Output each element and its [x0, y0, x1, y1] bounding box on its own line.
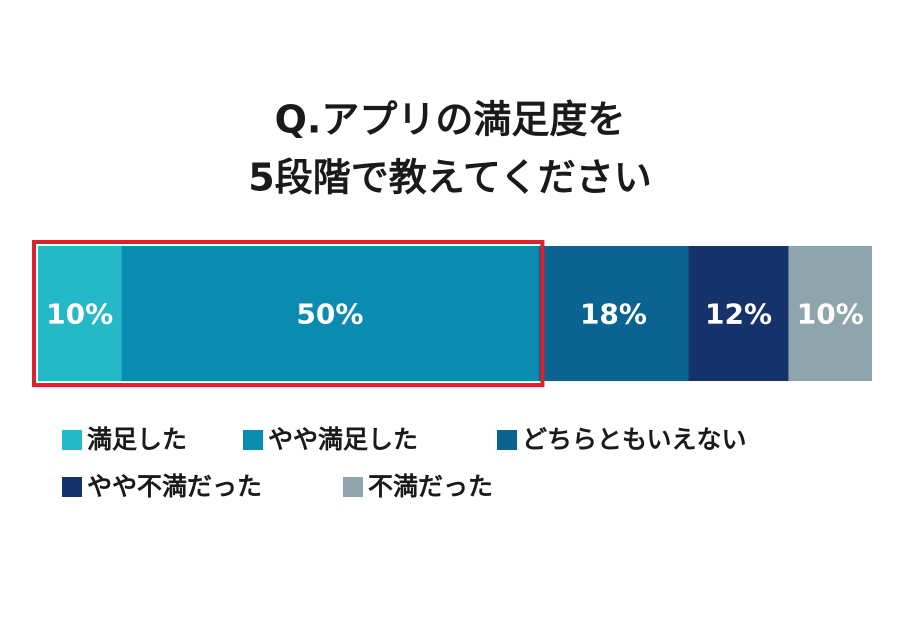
bar-segment	[788, 246, 872, 381]
chart-title: Q.アプリの満足度を	[275, 98, 626, 142]
chart-title: 5段階で教えてください	[248, 156, 651, 200]
value-label: 10%	[46, 298, 113, 331]
legend-swatch	[497, 430, 517, 450]
legend-swatch	[62, 430, 82, 450]
bar-segment	[121, 246, 539, 381]
highlight-frame	[32, 240, 545, 387]
legend-swatch	[62, 477, 82, 497]
value-label: 10%	[797, 298, 864, 331]
bar-segment	[688, 246, 789, 381]
value-label: 50%	[296, 298, 363, 331]
value-label: 12%	[705, 298, 772, 331]
legend-swatch	[343, 477, 363, 497]
bar-segment	[38, 246, 122, 381]
legend-label: やや満足した	[268, 425, 418, 454]
bar-segment	[538, 246, 689, 381]
legend-swatch	[243, 430, 263, 450]
legend-label: どちらともいえない	[522, 425, 747, 454]
legend-label: 不満だった	[368, 472, 493, 501]
value-label: 18%	[580, 298, 647, 331]
legend-label: やや不満だった	[87, 472, 262, 501]
legend-label: 満足した	[87, 425, 187, 454]
